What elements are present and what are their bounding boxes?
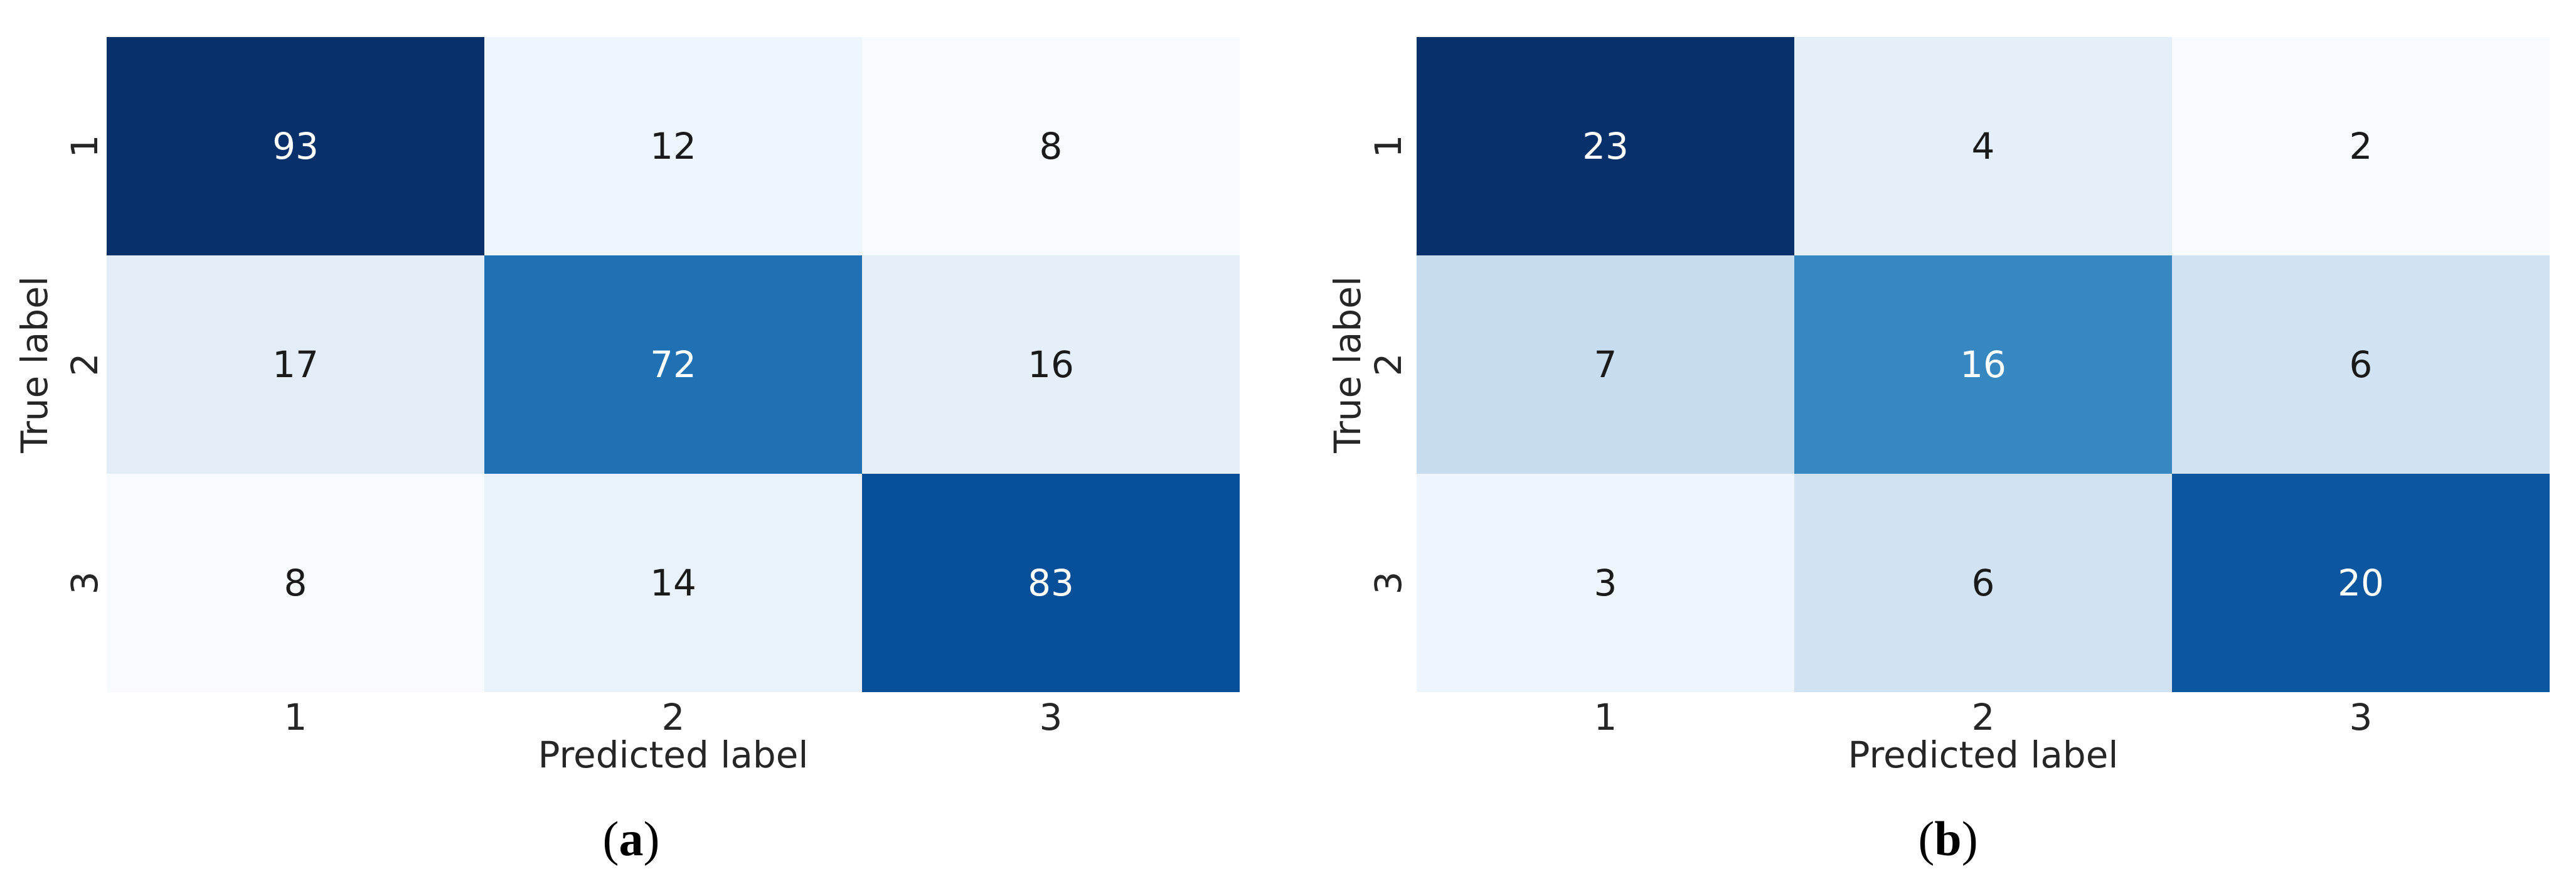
x-axis-label: Predicted label — [1848, 734, 2119, 776]
x-tick-2: 2 — [1971, 696, 1995, 739]
matrix-cell: 2 — [2172, 37, 2550, 255]
y-tick-3: 3 — [63, 571, 106, 595]
subfigure-caption-a: (a) — [603, 814, 660, 863]
confusion-matrix-a: 93 12 8 17 72 16 8 14 83 — [107, 37, 1240, 692]
caption-letter: b — [1934, 811, 1962, 866]
x-tick-3: 3 — [1039, 696, 1063, 739]
caption-paren-close: ) — [1961, 811, 1978, 866]
matrix-cell: 72 — [484, 255, 862, 474]
x-tick-2: 2 — [661, 696, 685, 739]
matrix-cell: 4 — [1794, 37, 2172, 255]
matrix-cell: 17 — [107, 255, 484, 474]
matrix-cell: 16 — [1794, 255, 2172, 474]
y-tick-2: 2 — [63, 353, 106, 376]
matrix-cell: 6 — [2172, 255, 2550, 474]
panel-a: True label 1 2 3 93 12 8 17 72 16 8 14 8… — [13, 37, 1240, 863]
y-tick-2: 2 — [1367, 353, 1410, 376]
matrix-cell: 83 — [862, 474, 1240, 692]
caption-letter: a — [619, 811, 644, 866]
caption-paren-open: ( — [1918, 811, 1935, 866]
caption-paren-close: ) — [643, 811, 660, 866]
matrix-cell: 12 — [484, 37, 862, 255]
matrix-cell: 14 — [484, 474, 862, 692]
x-tick-3: 3 — [2349, 696, 2373, 739]
y-tick-1: 1 — [63, 134, 106, 158]
matrix-cell: 93 — [107, 37, 484, 255]
panel-b: True label 1 2 3 23 4 2 7 16 6 3 6 20 1 … — [1288, 0, 2576, 881]
x-tick-1: 1 — [1594, 696, 1617, 739]
matrix-cell: 6 — [1794, 474, 2172, 692]
y-axis-label: True label — [1326, 276, 1369, 453]
matrix-cell: 8 — [107, 474, 484, 692]
matrix-cell: 16 — [862, 255, 1240, 474]
y-tick-1: 1 — [1367, 134, 1410, 158]
matrix-cell: 23 — [1417, 37, 1794, 255]
subfigure-caption-b: (b) — [1918, 814, 1977, 863]
x-tick-1: 1 — [284, 696, 307, 739]
matrix-cell: 8 — [862, 37, 1240, 255]
matrix-cell: 7 — [1417, 255, 1794, 474]
y-axis-label: True label — [13, 276, 56, 453]
confusion-matrix-b: 23 4 2 7 16 6 3 6 20 — [1417, 37, 2550, 692]
y-tick-3: 3 — [1367, 571, 1410, 595]
matrix-cell: 20 — [2172, 474, 2550, 692]
matrix-cell: 3 — [1417, 474, 1794, 692]
caption-paren-open: ( — [602, 811, 619, 866]
x-axis-label: Predicted label — [538, 734, 809, 776]
